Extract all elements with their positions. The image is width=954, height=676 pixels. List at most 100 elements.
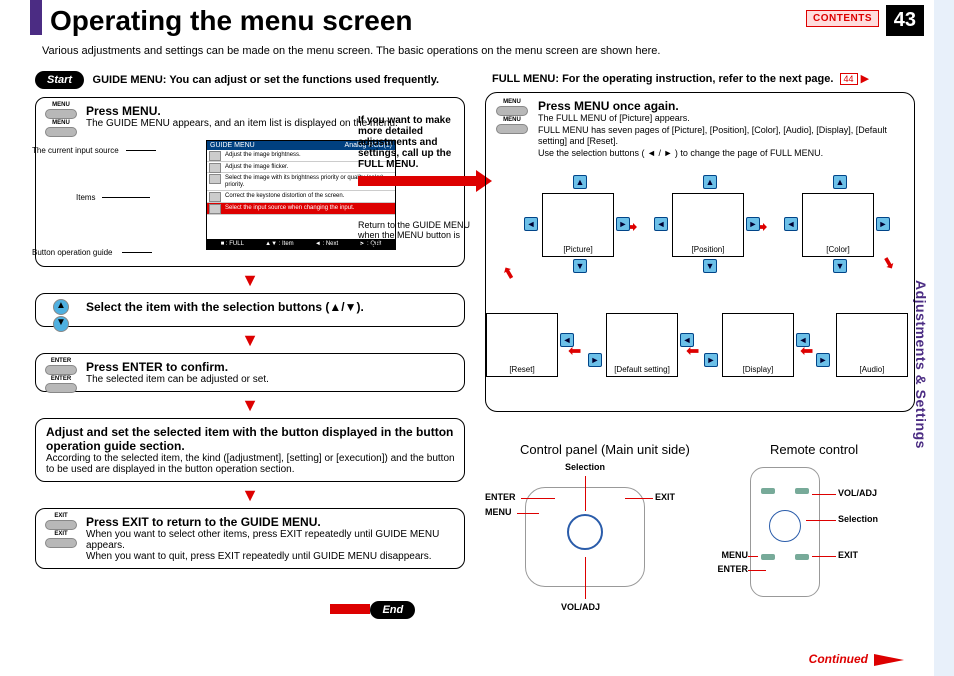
dir-left-icon: ◄ [560, 333, 574, 347]
dir-left-icon: ◄ [654, 217, 668, 231]
nav-arrow-diag-icon: ➡ [877, 252, 901, 274]
dir-up-icon: ▲ [703, 175, 717, 189]
intro-text: Various adjustments and settings can be … [42, 45, 660, 57]
end-row: End [330, 600, 415, 619]
rc-btn-icon [761, 554, 775, 560]
side-blue-strip [934, 0, 954, 676]
step1-icons: MENU MENU [40, 102, 82, 138]
big-red-arrow-icon [358, 170, 478, 192]
ms-row-text: Adjust the image brightness. [225, 152, 301, 158]
ms-header-left: GUIDE MENU [210, 142, 255, 149]
cp-line [625, 498, 653, 499]
dir-right-icon: ► [588, 353, 602, 367]
step4-box: Adjust and set the selected item with th… [35, 418, 465, 482]
start-pill: Start [35, 71, 84, 89]
exit-btn-label-2: EXIT [40, 531, 82, 537]
rc-dpad-icon [769, 510, 801, 542]
nav-label: [Position] [673, 245, 743, 254]
menu-button-icon [45, 109, 77, 119]
step4-desc: According to the selected item, the kind… [46, 453, 456, 475]
row-icon [209, 192, 221, 202]
cp-label-voladj: VOL/ADJ [561, 602, 600, 612]
full-desc-1: The FULL MENU of [Picture] appears. [538, 113, 906, 125]
control-panel-diagram: Selection ENTER MENU EXIT VOL/ADJ [485, 462, 685, 612]
menu-btn-label-2: MENU [40, 120, 82, 126]
full-title: Press MENU once again. [538, 99, 906, 113]
rc-label-voladj: VOL/ADJ [838, 488, 877, 498]
cp-line [517, 513, 539, 514]
flow-arrow-icon: ▼ [35, 275, 465, 285]
label-input-source: The current input source [32, 146, 119, 155]
guide-menu-line: GUIDE MENU: You can adjust or set the fu… [93, 74, 440, 86]
row-icon [209, 163, 221, 173]
rc-line [748, 556, 758, 557]
rc-label-selection: Selection [838, 514, 878, 524]
rc-line [812, 494, 836, 495]
row-icon [209, 151, 221, 161]
dir-right-icon: ► [704, 353, 718, 367]
full-desc-3: Use the selection buttons ( ◄ / ► ) to c… [538, 148, 906, 160]
nav-arrow-diag-icon: ➡ [497, 262, 521, 284]
guide-menu-text: GUIDE MENU: You can adjust or set the fu… [93, 74, 440, 86]
nav-label: [Default setting] [607, 365, 677, 374]
nav-cell-color: [Color] [802, 193, 874, 257]
pointer-line-2 [102, 197, 150, 198]
ms-row-text: Adjust the image flicker. [225, 164, 288, 170]
ms-foot-item: ◄ : Next [315, 241, 338, 247]
exit-btn-label: EXIT [40, 513, 82, 519]
rc-label-exit: EXIT [838, 550, 858, 560]
full-menu-text: FULL MENU: For the operating instruction… [492, 73, 833, 85]
dir-right-icon: ► [746, 217, 760, 231]
flow-arrow-icon: ▼ [35, 335, 465, 345]
enter-button-icon [45, 365, 77, 375]
step3-box: ENTER ENTER Press ENTER to confirm. The … [35, 353, 465, 392]
cp-label-exit: EXIT [655, 492, 675, 502]
cp-label-menu: MENU [485, 507, 512, 517]
step5-desc2: When you want to quit, press EXIT repeat… [86, 551, 456, 562]
menu-button-icon-2 [496, 124, 528, 134]
nav-cell-position: [Position] [672, 193, 744, 257]
dir-up-icon: ▲ [833, 175, 847, 189]
end-pill: End [370, 601, 415, 619]
nav-cell-reset: [Reset] [486, 313, 558, 377]
ms-row: Correct the keystone distortion of the s… [207, 191, 395, 203]
detail-note: If you want to make more detailed adjust… [358, 115, 478, 170]
step3-title: Press ENTER to confirm. [86, 360, 456, 374]
menu-btn-label-2: MENU [491, 117, 533, 123]
nav-label: [Display] [723, 365, 793, 374]
ms-row-selected: Select the input source when changing th… [207, 203, 395, 215]
ms-foot-item: ■ : FULL [221, 241, 244, 247]
step4-title: Adjust and set the selected item with th… [46, 425, 456, 453]
menu-btn-label: MENU [40, 102, 82, 108]
enter-button-icon-2 [45, 383, 77, 393]
step3-icons: ENTER ENTER [40, 358, 82, 394]
rc-btn-icon [795, 488, 809, 494]
dir-down-icon: ▼ [833, 259, 847, 273]
title-accent-bar [30, 0, 42, 35]
section-side-tab: Adjustments & Settings [913, 280, 929, 449]
rc-line [806, 520, 836, 521]
pointer-line-1 [126, 150, 156, 151]
row-icon [209, 174, 221, 184]
dir-down-icon: ▼ [703, 259, 717, 273]
rc-outline [750, 467, 820, 597]
dir-left-icon: ◄ [680, 333, 694, 347]
nav-label: [Reset] [487, 365, 557, 374]
nav-label: [Picture] [543, 245, 613, 254]
label-items: Items [76, 193, 96, 202]
rc-label-menu: MENU [708, 550, 748, 560]
exit-button-icon-2 [45, 538, 77, 548]
cp-dpad-icon [567, 514, 603, 550]
down-button-icon: ▼ [53, 316, 69, 332]
pointer-line-3 [122, 252, 152, 253]
cp-line [585, 476, 586, 511]
control-panel-title: Control panel (Main unit side) [520, 442, 690, 457]
nav-cell-display: [Display] [722, 313, 794, 377]
ms-foot-item: ▲▼ : Item [265, 241, 294, 247]
dir-down-icon: ▼ [573, 259, 587, 273]
page-ref-link[interactable]: 44 [840, 73, 858, 85]
full-menu-box: MENU MENU Press MENU once again. The FUL… [485, 92, 915, 412]
nav-cell-default: [Default setting] [606, 313, 678, 377]
rc-label-enter: ENTER [708, 564, 748, 574]
contents-button[interactable]: CONTENTS [806, 10, 879, 27]
